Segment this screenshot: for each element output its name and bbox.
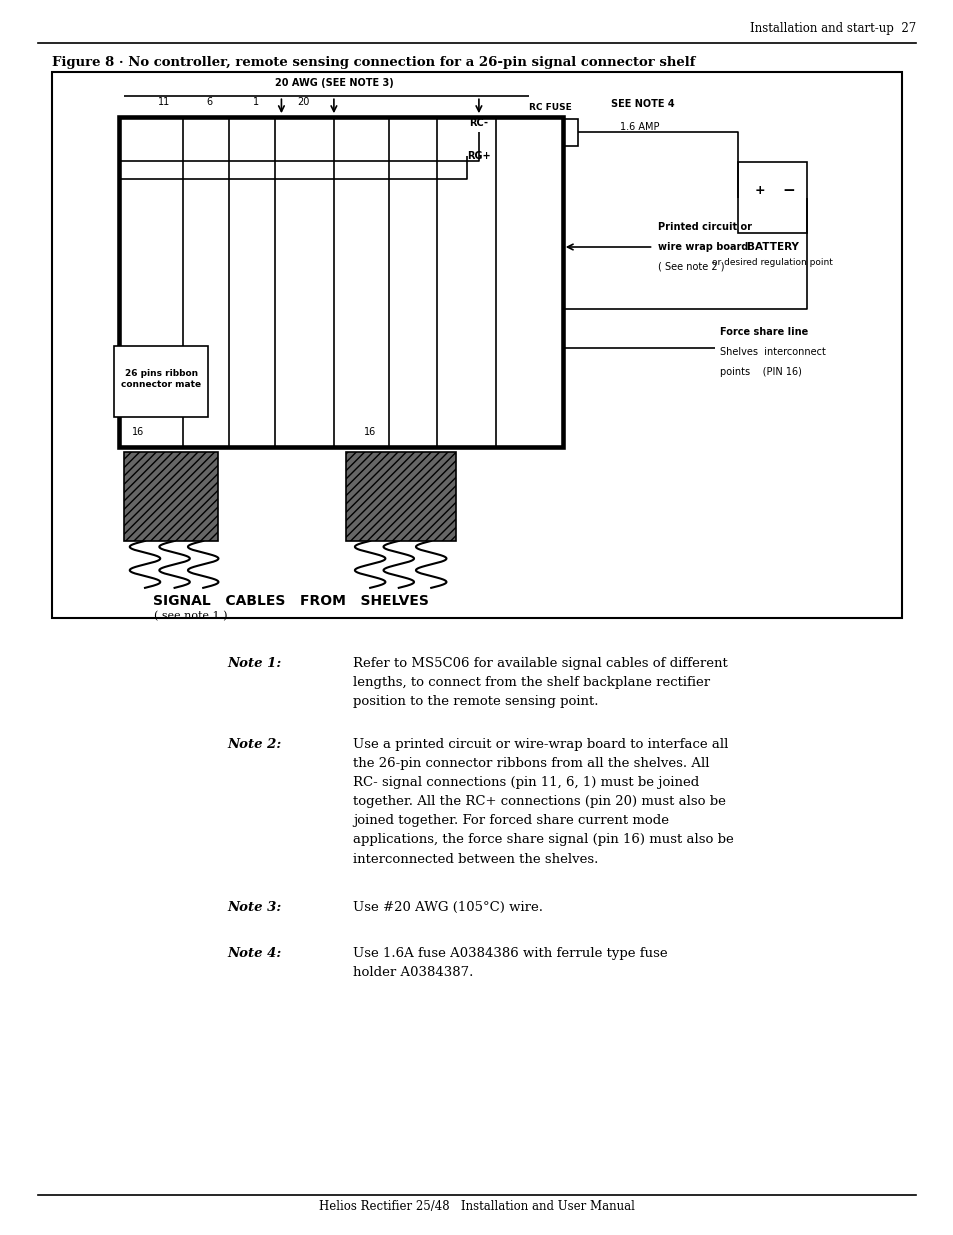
Text: 16: 16 bbox=[132, 427, 144, 437]
Text: SIGNAL   CABLES   FROM   SHELVES: SIGNAL CABLES FROM SHELVES bbox=[152, 594, 429, 609]
Text: Shelves  interconnect: Shelves interconnect bbox=[720, 347, 825, 357]
Text: +: + bbox=[754, 184, 765, 196]
Text: Note 4:: Note 4: bbox=[227, 946, 281, 960]
Text: RC- signal connections (pin 11, 6, 1) must be joined: RC- signal connections (pin 11, 6, 1) mu… bbox=[353, 776, 699, 789]
Text: Use 1.6A fuse A0384386 with ferrule type fuse: Use 1.6A fuse A0384386 with ferrule type… bbox=[353, 946, 667, 960]
Bar bbox=[124, 452, 217, 541]
Text: Figure 8 · No controller, remote sensing connection for a 26-pin signal connecto: Figure 8 · No controller, remote sensing… bbox=[52, 56, 695, 69]
Text: or desired regulation point: or desired regulation point bbox=[712, 258, 832, 267]
Text: 26 pins ribbon
connector mate: 26 pins ribbon connector mate bbox=[121, 369, 201, 389]
Text: Force share line: Force share line bbox=[720, 327, 808, 337]
Text: wire wrap board: wire wrap board bbox=[658, 242, 748, 252]
Text: Note 2:: Note 2: bbox=[227, 737, 281, 751]
Text: holder A0384387.: holder A0384387. bbox=[353, 966, 473, 978]
Text: 20 AWG (SEE NOTE 3): 20 AWG (SEE NOTE 3) bbox=[274, 78, 393, 88]
Text: Use #20 AWG (105°C) wire.: Use #20 AWG (105°C) wire. bbox=[353, 900, 542, 914]
Text: together. All the RC+ connections (pin 20) must also be: together. All the RC+ connections (pin 2… bbox=[353, 795, 725, 808]
Bar bbox=[114, 346, 208, 417]
Text: Printed circuit or: Printed circuit or bbox=[658, 222, 752, 232]
Text: 1: 1 bbox=[253, 98, 258, 107]
Text: RG+: RG+ bbox=[467, 151, 491, 161]
Text: ( See note 2 ): ( See note 2 ) bbox=[658, 262, 724, 272]
Text: RC-: RC- bbox=[469, 119, 488, 128]
Text: Note 1:: Note 1: bbox=[227, 657, 281, 671]
Text: SEE NOTE 4: SEE NOTE 4 bbox=[610, 99, 674, 109]
Text: the 26-pin connector ribbons from all the shelves. All: the 26-pin connector ribbons from all th… bbox=[353, 757, 709, 769]
Text: applications, the force share signal (pin 16) must also be: applications, the force share signal (pi… bbox=[353, 834, 733, 846]
Text: Refer to MS5C06 for available signal cables of different: Refer to MS5C06 for available signal cab… bbox=[353, 657, 727, 671]
Text: BATTERY: BATTERY bbox=[746, 242, 798, 252]
Text: interconnected between the shelves.: interconnected between the shelves. bbox=[353, 852, 598, 866]
Text: 6: 6 bbox=[207, 98, 213, 107]
Bar bbox=[522, 119, 578, 146]
Text: Use a printed circuit or wire-wrap board to interface all: Use a printed circuit or wire-wrap board… bbox=[353, 737, 727, 751]
Text: 16: 16 bbox=[364, 427, 375, 437]
Text: lengths, to connect from the shelf backplane rectifier: lengths, to connect from the shelf backp… bbox=[353, 677, 709, 689]
Text: points    (PIN 16): points (PIN 16) bbox=[720, 367, 801, 377]
Text: RC FUSE: RC FUSE bbox=[529, 104, 571, 112]
Text: 1.6 AMP: 1.6 AMP bbox=[619, 122, 659, 132]
Text: joined together. For forced share current mode: joined together. For forced share curren… bbox=[353, 814, 668, 827]
Bar bbox=[738, 162, 806, 233]
Bar bbox=[52, 72, 901, 618]
Text: 20: 20 bbox=[297, 98, 309, 107]
Text: position to the remote sensing point.: position to the remote sensing point. bbox=[353, 695, 598, 709]
Bar bbox=[119, 117, 562, 447]
Text: −: − bbox=[781, 183, 795, 198]
Text: Installation and start-up  27: Installation and start-up 27 bbox=[749, 21, 915, 35]
Text: 11: 11 bbox=[158, 98, 170, 107]
Text: ( see note 1 ): ( see note 1 ) bbox=[153, 611, 228, 621]
Text: Note 3:: Note 3: bbox=[227, 900, 281, 914]
Text: Helios Rectifier 25/48   Installation and User Manual: Helios Rectifier 25/48 Installation and … bbox=[318, 1199, 635, 1213]
Bar bbox=[346, 452, 456, 541]
